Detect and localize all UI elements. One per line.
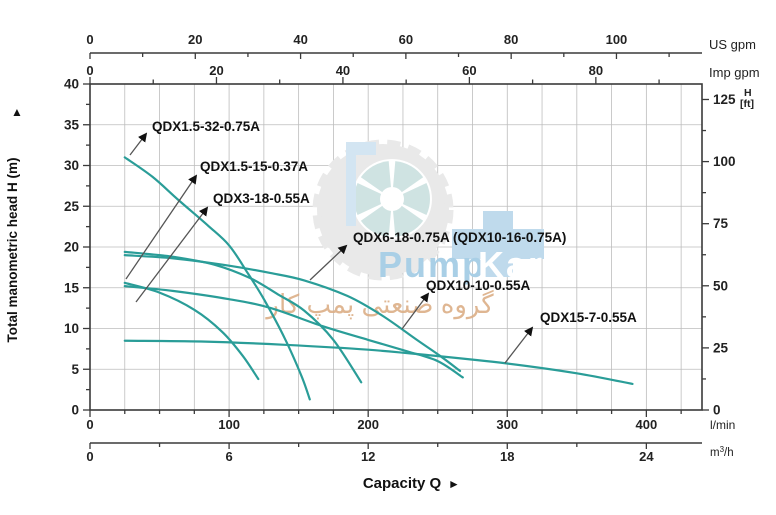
head-m-tick-label: 15 [64,280,80,295]
pump-curve-QDX6-18-0.75A (QDX10-16-0.75A) [123,254,462,372]
pump-curves [123,156,634,401]
m3h-tick-label: 0 [86,449,93,464]
lmin-unit-label: l/min [710,418,735,432]
watermark-plus-icon [483,211,513,277]
axis-head-m: 0 5 10 15 20 25 30 35 40 [64,77,90,418]
curve-annotations: QDX1.5-32-0.75A QDX1.5-15-0.37A QDX3-18-0.… [125,119,637,364]
imp-gpm-unit-label: Imp gpm [709,65,760,80]
pump-curve-QDX1.5-15-0.37A [123,281,260,381]
imp-gpm-tick-label: 80 [589,63,603,78]
axis-m3h: 0 6 12 18 24 m3/h [86,442,734,464]
head-ft-tick-label: 100 [713,154,736,169]
imp-gpm-tick-label: 0 [86,63,93,78]
head-ft-tick-label: 50 [713,278,728,293]
pump-curve-QDX1.5-32-0.75A [123,156,311,401]
watermark-impeller-center [380,187,404,211]
watermark-text-en: Kar [478,244,544,285]
pump-curve-QDX3-18-0.55A [123,250,363,384]
watermark-impeller-blade-icon [392,161,424,199]
head-ft-unit-label: H [744,87,752,99]
lmin-tick-label: 200 [357,417,379,432]
head-ft-unit-label: [ft] [740,98,754,110]
x-axis-arrow-icon: ► [448,477,460,491]
axis-head-ft: 0 25 50 75 100 125 H[ft] [702,87,754,418]
watermark-text-en: Pump [378,244,486,285]
watermark-bar [346,142,356,226]
head-ft-tick-label: 75 [713,216,729,231]
us-gpm-tick-label: 80 [504,32,518,47]
watermark-impeller-blade-icon [392,199,424,237]
curve-leader-5 [504,326,534,364]
m3h-tick-label: 18 [500,449,514,464]
head-m-tick-label: 25 [64,199,80,214]
x-axis-title: Capacity Q [363,475,442,492]
y-axis-arrow-icon: ▲ [11,105,23,119]
us-gpm-tick-label: 40 [293,32,307,47]
head-m-tick-label: 10 [64,321,79,336]
axis-us-gpm: 0 20 40 60 80 100 US gpm [86,32,756,59]
lmin-tick-label: 100 [218,417,240,432]
us-gpm-tick-label: 60 [399,32,413,47]
curve-leader-1 [125,174,198,280]
head-ft-tick-label: 125 [713,92,736,107]
watermark-impeller-blade-icon [360,161,392,199]
axis-lmin: 0 100 200 300 400 l/min [86,410,735,432]
m3h-tick-label: 6 [225,449,232,464]
watermark-impeller-blade-icon [360,199,392,237]
imp-gpm-tick-label: 60 [462,63,476,78]
us-gpm-unit-label: US gpm [709,37,756,52]
pump-curve-QDX15-7-0.55A [123,339,634,385]
us-gpm-tick-label: 0 [86,32,93,47]
curve-label-3: QDX6-18-0.75A (QDX10-16-0.75A) [353,230,566,245]
curve-label-0: QDX1.5-32-0.75A [152,119,260,134]
watermark-impeller-blade-icon [392,182,431,216]
head-ft-tick-label: 25 [713,340,729,355]
head-m-tick-label: 40 [64,77,79,92]
lmin-tick-label: 300 [496,417,518,432]
curve-leader-3 [309,244,348,281]
m3h-tick-label: 12 [361,449,375,464]
axis-imp-gpm: 0 20 40 60 80 Imp gpm [86,63,760,84]
pump-curve-QDX10-10-0.55A [123,285,464,379]
head-m-tick-label: 0 [71,403,79,418]
head-ft-tick-label: 0 [713,403,721,418]
curve-label-5: QDX15-7-0.55A [540,310,637,325]
head-m-tick-label: 20 [64,240,79,255]
m3h-unit-label: m3/h [710,445,734,459]
curve-leader-4 [401,292,430,330]
head-m-tick-label: 35 [64,117,80,132]
curve-leader-0 [129,132,148,156]
curve-label-2: QDX3-18-0.55A [213,191,310,206]
curve-label-4: QDX10-10-0.55A [426,278,531,293]
y-axis-title: Total manometric head H (m) [5,157,20,342]
us-gpm-tick-label: 20 [188,32,202,47]
imp-gpm-tick-label: 20 [209,63,223,78]
m3h-tick-label: 24 [639,449,654,464]
lmin-tick-label: 400 [636,417,658,432]
head-m-tick-label: 5 [71,362,79,377]
watermark-text-fa: گروه صنعتی پمپ کار [264,289,494,320]
watermark-impeller-blade-icon [354,182,392,216]
watermark-bar-top [346,142,376,155]
curve-label-1: QDX1.5-15-0.37A [200,159,308,174]
curve-leader-2 [135,206,209,303]
imp-gpm-tick-label: 40 [336,63,350,78]
head-m-tick-label: 30 [64,158,79,173]
us-gpm-tick-label: 100 [606,32,628,47]
lmin-tick-label: 0 [86,417,93,432]
